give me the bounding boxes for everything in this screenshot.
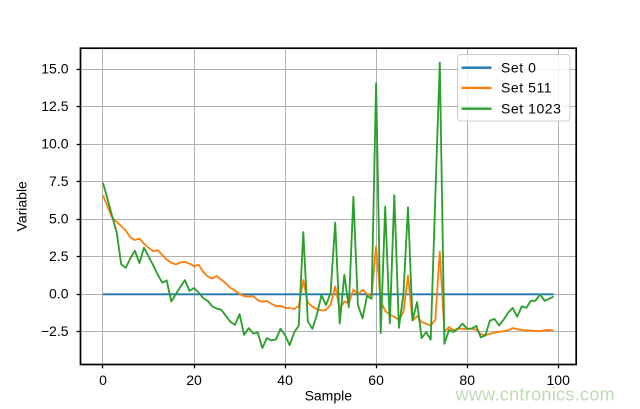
svg-text:www.cntronics.com: www.cntronics.com [455,384,615,404]
svg-text:2.5: 2.5 [49,248,69,264]
svg-text:12.5: 12.5 [41,98,68,114]
svg-text:Set 1023: Set 1023 [501,100,561,116]
svg-text:60: 60 [368,372,384,388]
svg-text:0.0: 0.0 [49,285,69,301]
svg-text:5.0: 5.0 [49,210,69,226]
svg-text:Variable: Variable [14,181,30,232]
svg-text:10.0: 10.0 [41,135,68,151]
svg-text:Sample: Sample [305,388,353,404]
svg-text:80: 80 [459,372,475,388]
svg-text:Set 511: Set 511 [501,80,552,96]
svg-text:7.5: 7.5 [49,173,69,189]
svg-text:20: 20 [186,372,202,388]
svg-text:Set 0: Set 0 [501,59,536,75]
svg-text:0: 0 [99,372,107,388]
svg-text:−2.5: −2.5 [41,323,69,339]
svg-text:100: 100 [547,372,571,388]
svg-text:15.0: 15.0 [41,60,68,76]
svg-text:40: 40 [277,372,293,388]
